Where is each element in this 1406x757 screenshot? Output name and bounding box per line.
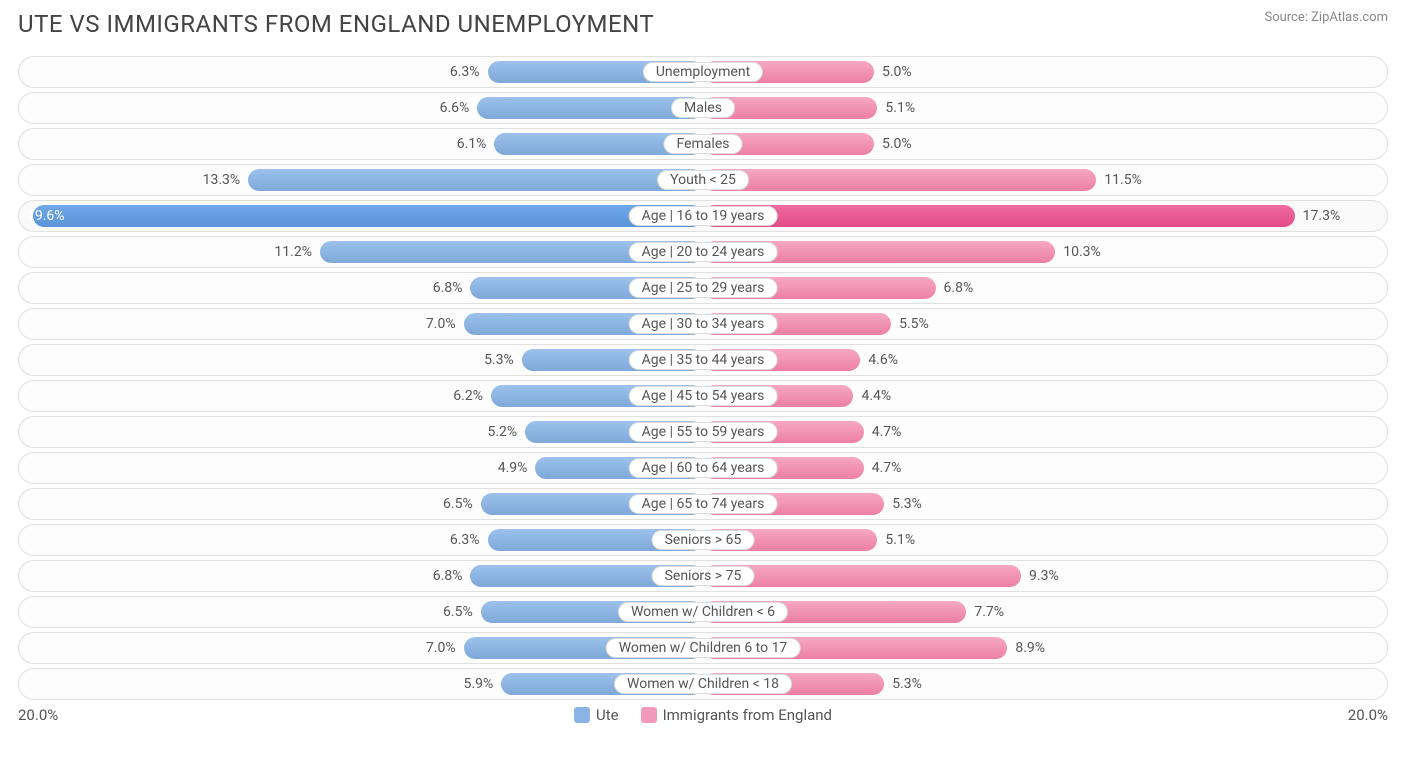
chart-row: 5.2% 4.7% Age | 55 to 59 years: [18, 416, 1388, 448]
value-label-left: 13.3%: [203, 172, 241, 188]
value-label-left: 6.6%: [440, 100, 470, 116]
chart-row: 5.9% 5.3% Women w/ Children < 18: [18, 668, 1388, 700]
value-label-left: 6.8%: [433, 280, 463, 296]
value-label-right: 9.3%: [1029, 568, 1059, 584]
chart-header: UTE VS IMMIGRANTS FROM ENGLAND UNEMPLOYM…: [18, 10, 1388, 38]
value-label-right: 6.8%: [944, 280, 974, 296]
value-label-right: 4.4%: [861, 388, 891, 404]
chart-row: 11.2% 10.3% Age | 20 to 24 years: [18, 236, 1388, 268]
category-label: Women w/ Children 6 to 17: [606, 638, 801, 658]
value-label-left: 11.2%: [274, 244, 312, 260]
category-label: Age | 65 to 74 years: [629, 494, 778, 514]
category-label: Age | 55 to 59 years: [629, 422, 778, 442]
value-label-right: 5.3%: [892, 496, 922, 512]
value-label-right: 11.5%: [1104, 172, 1142, 188]
category-label: Seniors > 65: [652, 530, 755, 550]
chart-row: 6.8% 6.8% Age | 25 to 29 years: [18, 272, 1388, 304]
legend-label-right: Immigrants from England: [663, 706, 832, 724]
chart-footer: 20.0% Ute Immigrants from England 20.0%: [18, 706, 1388, 724]
value-label-left: 5.3%: [484, 352, 514, 368]
category-label: Women w/ Children < 6: [618, 602, 788, 622]
category-label: Age | 16 to 19 years: [629, 206, 778, 226]
value-label-right: 5.5%: [899, 316, 929, 332]
value-label-right: 4.7%: [872, 424, 902, 440]
value-label-left: 6.5%: [443, 496, 473, 512]
value-label-right: 5.3%: [892, 676, 922, 692]
value-label-right: 17.3%: [1303, 208, 1341, 224]
axis-max-right: 20.0%: [1348, 706, 1388, 724]
value-label-right: 4.6%: [868, 352, 898, 368]
chart-row: 4.9% 4.7% Age | 60 to 64 years: [18, 452, 1388, 484]
category-label: Age | 20 to 24 years: [629, 242, 778, 262]
chart-row: 13.3% 11.5% Youth < 25: [18, 164, 1388, 196]
value-label-right: 5.0%: [882, 136, 912, 152]
legend-label-left: Ute: [596, 706, 619, 724]
legend: Ute Immigrants from England: [574, 706, 832, 724]
value-label-left: 6.2%: [453, 388, 483, 404]
category-label: Unemployment: [643, 62, 763, 82]
category-label: Youth < 25: [657, 170, 749, 190]
chart-row: 6.5% 5.3% Age | 65 to 74 years: [18, 488, 1388, 520]
category-label: Age | 60 to 64 years: [629, 458, 778, 478]
bar-right: [703, 205, 1295, 227]
chart-row: 6.3% 5.1% Seniors > 65: [18, 524, 1388, 556]
category-label: Age | 25 to 29 years: [629, 278, 778, 298]
value-label-right: 5.0%: [882, 64, 912, 80]
chart-row: 6.2% 4.4% Age | 45 to 54 years: [18, 380, 1388, 412]
category-label: Age | 35 to 44 years: [629, 350, 778, 370]
chart-title: UTE VS IMMIGRANTS FROM ENGLAND UNEMPLOYM…: [18, 10, 654, 38]
chart-row: 6.6% 5.1% Males: [18, 92, 1388, 124]
legend-swatch-right: [641, 707, 657, 723]
value-label-right: 7.7%: [974, 604, 1004, 620]
value-label-left: 5.2%: [487, 424, 517, 440]
category-label: Females: [664, 134, 743, 154]
value-label-left: 7.0%: [426, 316, 456, 332]
bar-left: [477, 97, 703, 119]
chart-source: Source: ZipAtlas.com: [1264, 10, 1388, 25]
value-label-left: 6.3%: [450, 64, 480, 80]
bar-left: [33, 205, 703, 227]
chart-row: 5.3% 4.6% Age | 35 to 44 years: [18, 344, 1388, 376]
chart-row: 6.8% 9.3% Seniors > 75: [18, 560, 1388, 592]
value-label-left: 5.9%: [464, 676, 494, 692]
value-label-left: 6.5%: [443, 604, 473, 620]
value-label-right: 10.3%: [1063, 244, 1101, 260]
chart-row: 19.6% 17.3% Age | 16 to 19 years: [18, 200, 1388, 232]
axis-max-left: 20.0%: [18, 706, 58, 724]
value-label-left: 19.6%: [27, 208, 65, 224]
value-label-right: 5.1%: [885, 532, 915, 548]
legend-item-right: Immigrants from England: [641, 706, 832, 724]
category-label: Seniors > 75: [652, 566, 755, 586]
chart-row: 6.5% 7.7% Women w/ Children < 6: [18, 596, 1388, 628]
value-label-left: 7.0%: [426, 640, 456, 656]
chart-row: 7.0% 5.5% Age | 30 to 34 years: [18, 308, 1388, 340]
value-label-right: 5.1%: [885, 100, 915, 116]
category-label: Women w/ Children < 18: [614, 674, 792, 694]
legend-swatch-left: [574, 707, 590, 723]
legend-item-left: Ute: [574, 706, 619, 724]
bar-left: [248, 169, 703, 191]
category-label: Males: [671, 98, 735, 118]
value-label-left: 6.8%: [433, 568, 463, 584]
value-label-right: 4.7%: [872, 460, 902, 476]
chart-row: 6.3% 5.0% Unemployment: [18, 56, 1388, 88]
value-label-left: 6.3%: [450, 532, 480, 548]
value-label-left: 6.1%: [457, 136, 487, 152]
value-label-left: 4.9%: [498, 460, 528, 476]
bar-right: [703, 169, 1096, 191]
chart-area: 6.3% 5.0% Unemployment 6.6% 5.1% Males 6.1% 5.0…: [18, 56, 1388, 700]
category-label: Age | 45 to 54 years: [629, 386, 778, 406]
chart-row: 7.0% 8.9% Women w/ Children 6 to 17: [18, 632, 1388, 664]
value-label-right: 8.9%: [1015, 640, 1045, 656]
category-label: Age | 30 to 34 years: [629, 314, 778, 334]
chart-row: 6.1% 5.0% Females: [18, 128, 1388, 160]
